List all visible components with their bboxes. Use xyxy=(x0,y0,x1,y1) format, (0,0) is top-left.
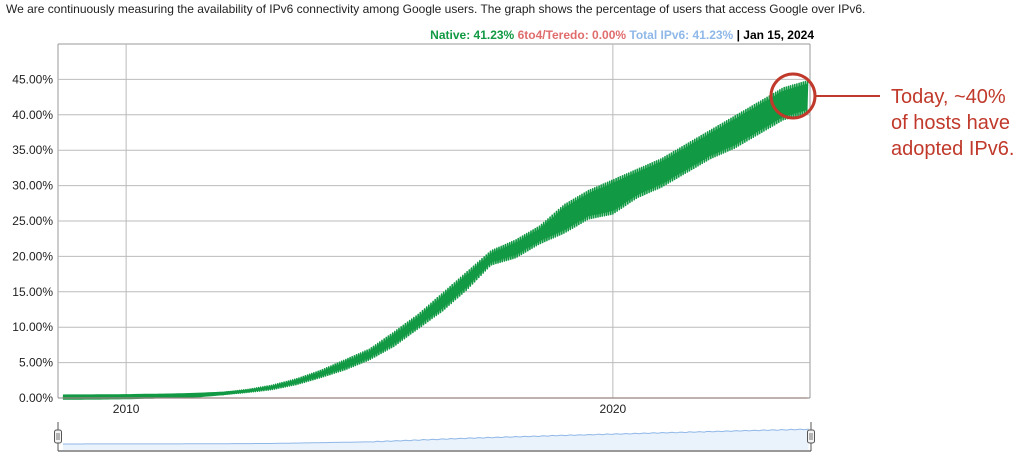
intro-text: We are continuously measuring the availa… xyxy=(6,2,866,16)
annotation-line-1: Today, ~40% xyxy=(891,86,1006,108)
range-selector[interactable] xyxy=(54,422,815,452)
native-series-line xyxy=(62,80,809,399)
y-tick-label: 20.00% xyxy=(12,249,53,263)
range-selector-line xyxy=(62,428,809,445)
annotation-text: Today, ~40% of hosts have adopted IPv6. xyxy=(891,84,1014,162)
legend-separator: | xyxy=(736,28,740,42)
x-tick-label: 2020 xyxy=(600,402,627,416)
annotation-line-3: adopted IPv6. xyxy=(891,138,1015,160)
y-tick-label: 10.00% xyxy=(12,320,53,334)
range-handle-left[interactable] xyxy=(54,422,62,451)
native-series-band xyxy=(62,83,808,400)
range-handle-right[interactable] xyxy=(807,422,815,451)
y-tick-label: 15.00% xyxy=(12,285,53,299)
range-handle-grip xyxy=(807,429,815,444)
annotation-line-2: of hosts have xyxy=(891,112,1010,134)
range-handle-grip xyxy=(54,429,62,444)
y-tick-label: 40.00% xyxy=(12,108,53,122)
y-tick-label: 30.00% xyxy=(12,179,53,193)
y-tick-label: 0.00% xyxy=(19,391,53,405)
legend-native: Native: 41.23% xyxy=(430,28,515,42)
x-tick-label: 2010 xyxy=(113,402,140,416)
legend-teredo: 6to4/Teredo: 0.00% xyxy=(517,28,627,42)
legend: Native: 41.23% 6to4/Teredo: 0.00% Total … xyxy=(430,28,814,42)
legend-total: Total IPv6: 41.23% xyxy=(629,28,734,42)
legend-date: Jan 15, 2024 xyxy=(743,28,814,42)
y-tick-label: 25.00% xyxy=(12,214,53,228)
y-tick-label: 5.00% xyxy=(19,356,53,370)
y-tick-label: 45.00% xyxy=(12,72,53,86)
y-tick-label: 35.00% xyxy=(12,143,53,157)
